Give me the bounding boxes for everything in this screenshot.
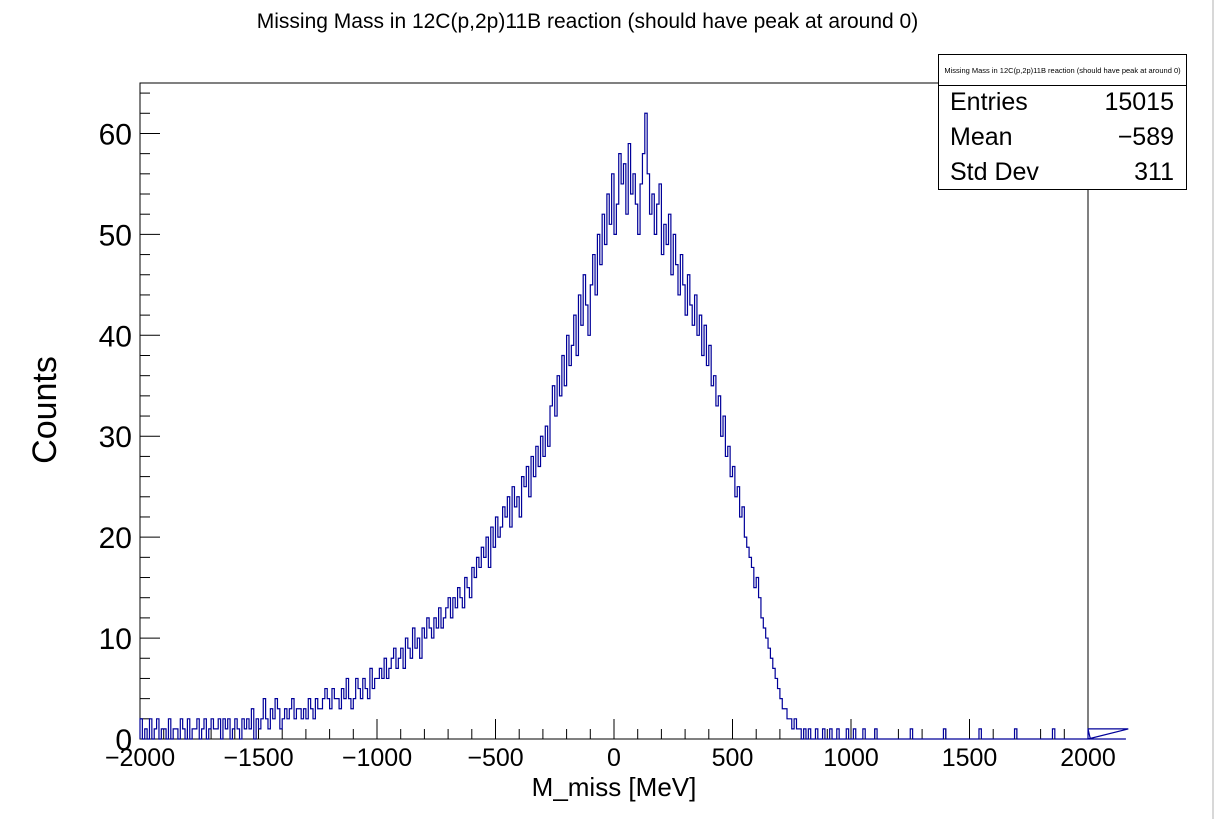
y-axis-label: Counts (26, 356, 64, 464)
histogram-series-line (139, 112, 1129, 740)
y-tick-label: 40 (99, 320, 132, 353)
chart-title: Missing Mass in 12C(p,2p)11B reaction (s… (256, 10, 919, 33)
x-tick-label: −1000 (342, 744, 412, 772)
x-tick-label: 1000 (823, 744, 879, 772)
entries-value: 15015 (1104, 88, 1174, 116)
x-tick-label: −500 (467, 744, 523, 772)
x-tick-label: 0 (607, 744, 621, 772)
x-axis-label: M_miss [MeV] (532, 772, 697, 802)
y-tick-label: 20 (99, 522, 132, 555)
y-axis-ticks: 0 10 20 30 40 50 60 (99, 92, 160, 757)
y-tick-label: 60 (99, 118, 132, 151)
x-tick-label: 2000 (1060, 744, 1116, 772)
x-tick-label: 1500 (942, 744, 998, 772)
x-axis-ticks: −2000 −1500 −1000 −500 0 500 1000 1500 2000 (105, 719, 1116, 772)
x-tick-label: −1500 (223, 744, 293, 772)
y-tick-label: 0 (115, 724, 132, 757)
stats-row-entries: Entries 15015 (939, 86, 1186, 121)
stats-row-mean: Mean −589 (939, 121, 1186, 156)
mean-value: −589 (1117, 123, 1174, 151)
stats-box-title: Missing Mass in 12C(p,2p)11B reaction (s… (939, 55, 1186, 86)
y-tick-label: 50 (99, 219, 132, 252)
stats-box: Missing Mass in 12C(p,2p)11B reaction (s… (938, 54, 1187, 190)
stats-row-stddev: Std Dev 311 (939, 156, 1186, 191)
stddev-value: 311 (1134, 158, 1174, 186)
y-tick-label: 10 (99, 623, 132, 656)
window-edge (1212, 0, 1214, 819)
x-tick-label: 500 (712, 744, 754, 772)
x-tick-label: −2000 (105, 744, 175, 772)
mean-label: Mean (950, 123, 1013, 151)
entries-label: Entries (950, 88, 1028, 116)
stddev-label: Std Dev (950, 158, 1039, 186)
y-tick-label: 30 (99, 421, 132, 454)
